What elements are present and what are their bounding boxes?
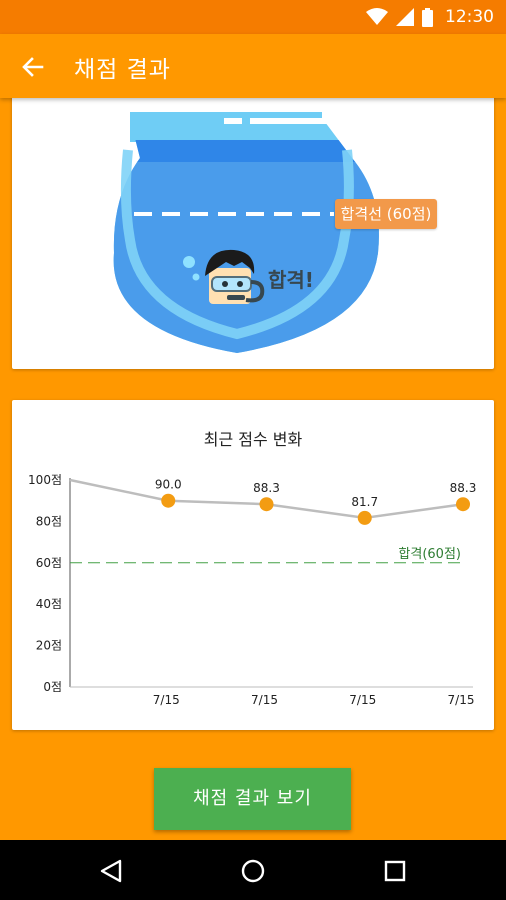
status-icons: 12:30 <box>366 6 494 28</box>
x-tick-label: 7/15 <box>349 693 376 707</box>
bowl-rim <box>130 112 322 142</box>
water <box>113 140 379 353</box>
score-data-label: 90.0 <box>155 478 182 492</box>
pass-threshold-label: 합격(60점) <box>398 547 461 562</box>
wifi-icon <box>366 8 388 25</box>
status-bar: 12:30 <box>0 0 506 34</box>
chart-card: 최근 점수 변화 0점 20점 40점 60점 80점 100점 7/15 7/15 7/15 7… <box>12 400 494 730</box>
navigation-bar <box>0 840 506 900</box>
score-data-label: 88.3 <box>450 481 477 495</box>
cellular-signal-icon <box>396 8 414 26</box>
y-tick-label: 80점 <box>36 514 62 528</box>
score-point <box>259 497 274 512</box>
x-tick-label: 7/15 <box>448 693 475 707</box>
y-tick-label: 40점 <box>36 597 62 611</box>
score-data-label: 88.3 <box>253 481 280 495</box>
app-bar: 채점 결과 <box>0 34 506 98</box>
result-card: 합격선 (60점) 합격! <box>12 90 494 369</box>
y-tick-label: 20점 <box>36 639 62 653</box>
recents-square-icon[interactable] <box>380 856 410 886</box>
score-point <box>161 493 176 508</box>
battery-icon <box>422 7 433 27</box>
y-tick-label: 0점 <box>43 680 62 694</box>
diver-character <box>205 249 265 304</box>
result-text: 합격! <box>268 268 314 292</box>
fishbowl-illustration <box>113 112 379 353</box>
score-point <box>456 497 470 512</box>
back-triangle-icon[interactable] <box>96 856 126 886</box>
page-title: 채점 결과 <box>74 57 171 83</box>
x-tick-label: 7/15 <box>153 693 180 707</box>
status-time: 12:30 <box>445 7 494 27</box>
chart-title: 최근 점수 변화 <box>203 430 303 449</box>
x-tick-label: 7/15 <box>251 693 278 707</box>
view-results-button[interactable]: 채점 결과 보기 <box>154 768 351 830</box>
y-tick-label: 60점 <box>36 556 62 570</box>
score-data-label: 81.7 <box>351 495 378 509</box>
score-chart: 0점 20점 40점 60점 80점 100점 7/15 7/15 7/15 7/15 합격(60점… <box>28 473 477 707</box>
score-point <box>357 510 372 525</box>
home-circle-icon[interactable] <box>238 856 268 886</box>
arrow-left-icon[interactable] <box>18 52 48 82</box>
y-tick-label: 100점 <box>28 473 62 487</box>
pass-line-label: 합격선 (60점) <box>335 199 437 229</box>
